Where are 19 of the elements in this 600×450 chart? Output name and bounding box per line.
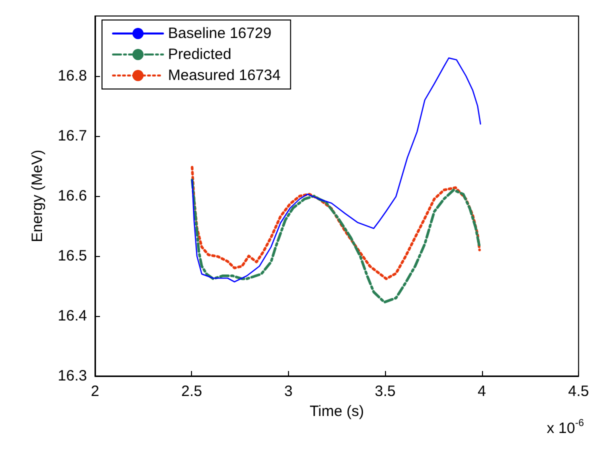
line-series: [190, 166, 481, 280]
x-tick-label: 3: [284, 383, 293, 400]
y-axis-title: Energy (MeV): [29, 150, 46, 242]
x-tick-label: 3.5: [374, 383, 396, 400]
x-tick-label: 2.5: [181, 383, 202, 400]
y-tick-label: 16.3: [58, 368, 87, 384]
y-tick-label: 16.7: [58, 128, 87, 144]
y-tick-label: 16.8: [58, 68, 87, 84]
x-tick-label: 4.5: [568, 383, 590, 400]
legend-label: Measured 16734: [168, 67, 281, 84]
y-tick-label: 16.6: [58, 188, 87, 204]
legend-label: Baseline 16729: [168, 25, 272, 42]
legend-label: Predicted: [168, 46, 232, 63]
y-tick-label: 16.5: [58, 248, 87, 264]
x-tick-label: 2: [90, 383, 100, 400]
y-tick-label: 16.4: [58, 308, 87, 324]
x-tick-label: 4: [478, 383, 486, 400]
x-axis-title: Time (s): [310, 403, 364, 420]
line-series: [190, 178, 481, 304]
